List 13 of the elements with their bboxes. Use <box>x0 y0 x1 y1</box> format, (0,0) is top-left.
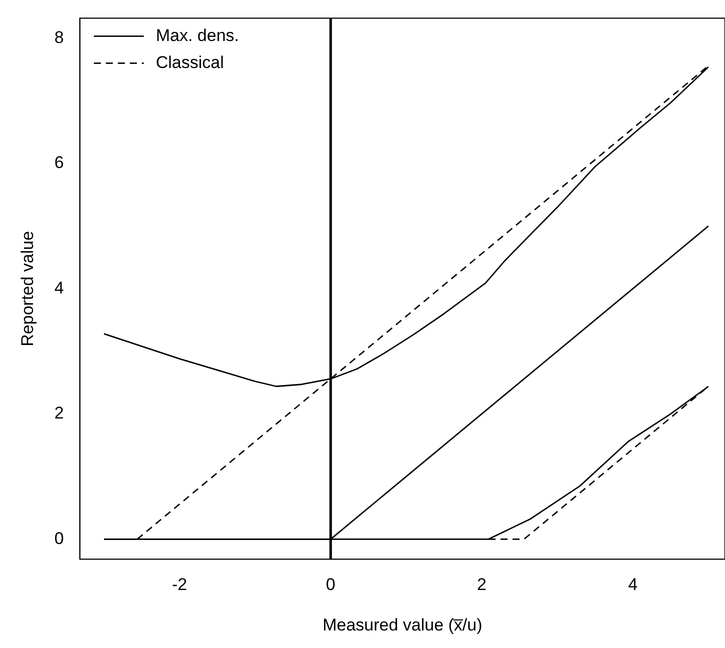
y-tick-label: 8 <box>54 28 64 47</box>
legend-label: Max. dens. <box>156 26 240 45</box>
y-axis-title: Reported value <box>18 231 37 346</box>
x-tick-label: 4 <box>628 575 638 594</box>
x-tick-label: -2 <box>172 575 188 594</box>
x-tick-label: 0 <box>326 575 336 594</box>
legend-label: Classical <box>156 52 224 72</box>
x-axis-title: Measured value (x̅/u) <box>322 615 482 634</box>
x-tick-label: 2 <box>477 575 486 594</box>
y-tick-label: 4 <box>54 278 64 298</box>
y-tick-label: 6 <box>54 153 64 172</box>
y-tick-label: 0 <box>54 528 64 548</box>
y-tick-label: 2 <box>54 404 64 423</box>
